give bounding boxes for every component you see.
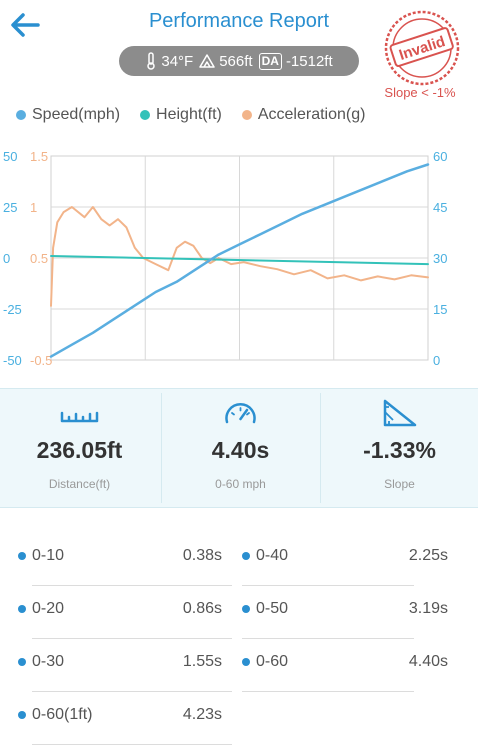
elevation: 566ft	[219, 52, 253, 70]
density-altitude-badge: DA	[258, 52, 282, 70]
acceleration-tick-label: 1	[30, 200, 37, 215]
speedometer-icon	[225, 403, 256, 424]
slope-label: Slope	[384, 477, 415, 491]
zero-sixty-label: 0-60 mph	[215, 477, 266, 491]
list-item: 0-20 0.86s	[18, 591, 232, 639]
slope-value: -1.33%	[363, 437, 436, 463]
stat-distance: 236.05ft Distance(ft)	[0, 389, 159, 507]
split-time: 1.55s	[182, 653, 222, 670]
chart-legend: Speed(mph) Height(ft) Acceleration(g)	[16, 106, 365, 124]
list-item: 0-30 1.55s	[18, 644, 232, 692]
split-range: 0-60(1ft)	[32, 706, 93, 723]
divider	[320, 393, 321, 503]
split-range: 0-40	[256, 547, 289, 564]
legend-dot	[16, 110, 26, 120]
speed-tick-label: 60	[433, 149, 447, 164]
split-range: 0-50	[256, 600, 289, 617]
height-tick-label: -25	[3, 302, 22, 317]
split-time: 2.25s	[408, 547, 448, 564]
row-divider	[242, 638, 414, 639]
acceleration-tick-label: 0.5	[30, 251, 48, 266]
legend-label: Height(ft)	[156, 106, 222, 123]
split-time: 4.23s	[182, 706, 222, 723]
speed-tick-label: 15	[433, 302, 447, 317]
split-time: 0.86s	[182, 600, 222, 617]
row-divider	[242, 585, 414, 586]
list-item: 0-10 0.38s	[18, 538, 232, 586]
split-range: 0-60	[256, 653, 289, 670]
legend-item-speed: Speed(mph)	[16, 106, 120, 124]
performance-chart: 50 25 0 -25 -50 1.5 1 0.5 -0.5 60 45 30 15 0	[0, 138, 478, 378]
legend-item-height: Height(ft)	[140, 106, 222, 124]
series-line-height	[50, 255, 429, 266]
zero-sixty-value: 4.40s	[211, 437, 270, 463]
acceleration-tick-label: -0.5	[30, 353, 52, 368]
series-line-speed	[49, 163, 430, 358]
header: Performance Report	[0, 0, 478, 42]
chart-svg: 50 25 0 -25 -50 1.5 1 0.5 -0.5 60 45 30 15 0	[3, 149, 447, 368]
conditions-bar: 34°F 566ft DA -1512ft	[119, 46, 359, 76]
height-tick-label: 0	[3, 251, 10, 266]
bullet-icon	[18, 711, 26, 719]
temperature: 34°F	[161, 52, 194, 70]
bullet-icon	[242, 605, 250, 613]
ruler-icon	[60, 411, 99, 423]
height-tick-label: 50	[3, 149, 17, 164]
acceleration-tick-label: 1.5	[30, 149, 48, 164]
thermometer-icon	[147, 52, 156, 70]
legend-dot	[241, 110, 252, 120]
bullet-icon	[18, 658, 26, 666]
bullet-icon	[18, 605, 26, 613]
legend-dot	[140, 110, 151, 120]
distance-value: 236.05ft	[36, 437, 123, 463]
mountain-icon	[199, 54, 215, 68]
list-item: 0-60 4.40s	[242, 644, 448, 692]
density-altitude: -1512ft	[285, 52, 333, 70]
legend-item-acceleration: Acceleration(g)	[241, 106, 366, 124]
series-line-acceleration	[50, 206, 429, 307]
speed-tick-label: 0	[433, 353, 440, 368]
split-time: 0.38s	[182, 547, 222, 564]
stat-zero-sixty: 4.40s 0-60 mph	[161, 389, 320, 507]
back-button[interactable]	[8, 8, 44, 40]
split-time: 3.19s	[408, 600, 448, 617]
list-item: 0-50 3.19s	[242, 591, 448, 639]
distance-label: Distance(ft)	[48, 477, 111, 491]
height-tick-label: 25	[3, 200, 17, 215]
list-item: 0-60(1ft) 4.23s	[18, 697, 232, 745]
split-range: 0-20	[32, 600, 65, 617]
page-title: Performance Report	[148, 10, 330, 32]
row-divider	[32, 691, 232, 692]
arrow-left-icon	[11, 13, 40, 37]
slope-icon	[383, 399, 417, 427]
bullet-icon	[242, 658, 250, 666]
row-divider	[32, 585, 232, 586]
divider	[161, 393, 162, 503]
list-item: 0-40 2.25s	[242, 538, 448, 586]
legend-label: Acceleration(g)	[257, 106, 366, 123]
height-tick-label: -50	[3, 353, 22, 368]
bullet-icon	[18, 552, 26, 560]
speed-tick-label: 45	[433, 200, 447, 215]
row-divider	[242, 691, 414, 692]
stats-panel: 236.05ft Distance(ft) 4.40s 0-60 mph -1.…	[0, 388, 478, 508]
stat-slope: -1.33% Slope	[320, 389, 478, 507]
split-time: 4.40s	[408, 653, 448, 670]
split-range: 0-30	[32, 653, 65, 670]
speed-tick-label: 30	[433, 251, 447, 266]
split-range: 0-10	[32, 547, 65, 564]
legend-label: Speed(mph)	[32, 106, 121, 123]
stamp-note: Slope < -1%	[384, 85, 456, 100]
bullet-icon	[242, 552, 250, 560]
invalid-stamp: Invalid Slope < -1%	[378, 8, 468, 108]
row-divider	[32, 638, 232, 639]
